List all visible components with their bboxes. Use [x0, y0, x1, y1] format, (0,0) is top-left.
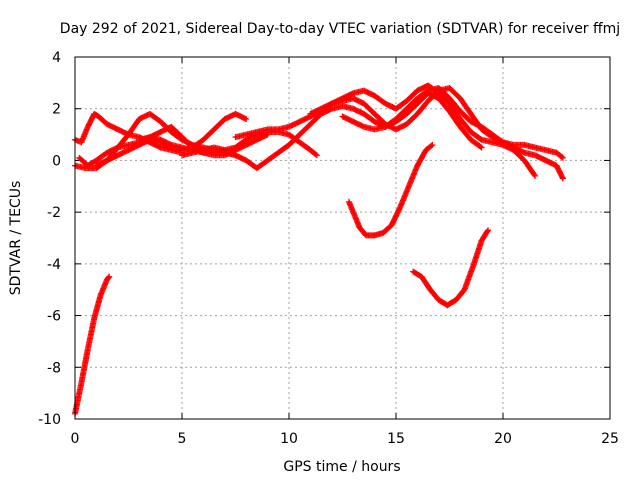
data-point — [243, 116, 250, 123]
y-tick-label: 0 — [52, 153, 61, 169]
axis-ticks — [74, 56, 611, 420]
data-point — [485, 227, 492, 234]
data-point — [106, 273, 113, 280]
x-tick-label: 10 — [280, 431, 298, 447]
data-point — [105, 274, 112, 281]
x-tick-label: 0 — [71, 431, 80, 447]
data-point — [532, 172, 539, 179]
y-axis-label: SDTVAR / TECUs — [8, 181, 24, 296]
series-arc-8 — [232, 82, 539, 179]
data-series — [72, 82, 566, 417]
data-point — [312, 151, 319, 158]
x-tick-label: 15 — [387, 431, 405, 447]
series-arc-11 — [345, 141, 436, 239]
y-tick-label: -8 — [47, 360, 61, 376]
y-tick-label: 2 — [52, 102, 61, 118]
data-point — [429, 141, 436, 148]
x-tick-label: 25 — [601, 431, 619, 447]
data-point — [477, 143, 484, 150]
chart-title: Day 292 of 2021, Sidereal Day-to-day VTE… — [60, 21, 620, 37]
y-tick-label: -10 — [38, 412, 61, 428]
data-point — [428, 142, 435, 149]
data-point — [313, 152, 320, 159]
series-arc-10 — [339, 85, 566, 182]
grid-lines — [75, 57, 610, 419]
series-arc-1 — [72, 273, 113, 417]
data-point — [478, 144, 485, 151]
plot-frame — [74, 56, 611, 420]
series-arc-12 — [410, 227, 492, 309]
data-point — [558, 153, 565, 160]
y-tick-label: 4 — [52, 50, 61, 66]
y-tick-label: -2 — [47, 205, 61, 221]
tick-labels: 0 5 10 15 20 25 -10 -8 -6 -4 -2 0 2 4 — [38, 50, 619, 447]
y-tick-label: -6 — [47, 309, 61, 325]
data-point — [531, 171, 538, 178]
x-axis-label: GPS time / hours — [283, 459, 400, 475]
data-point — [484, 228, 491, 235]
data-point — [559, 154, 566, 161]
y-tick-label: -4 — [47, 257, 61, 273]
x-tick-label: 5 — [178, 431, 187, 447]
data-point — [559, 175, 566, 182]
x-tick-label: 20 — [494, 431, 512, 447]
